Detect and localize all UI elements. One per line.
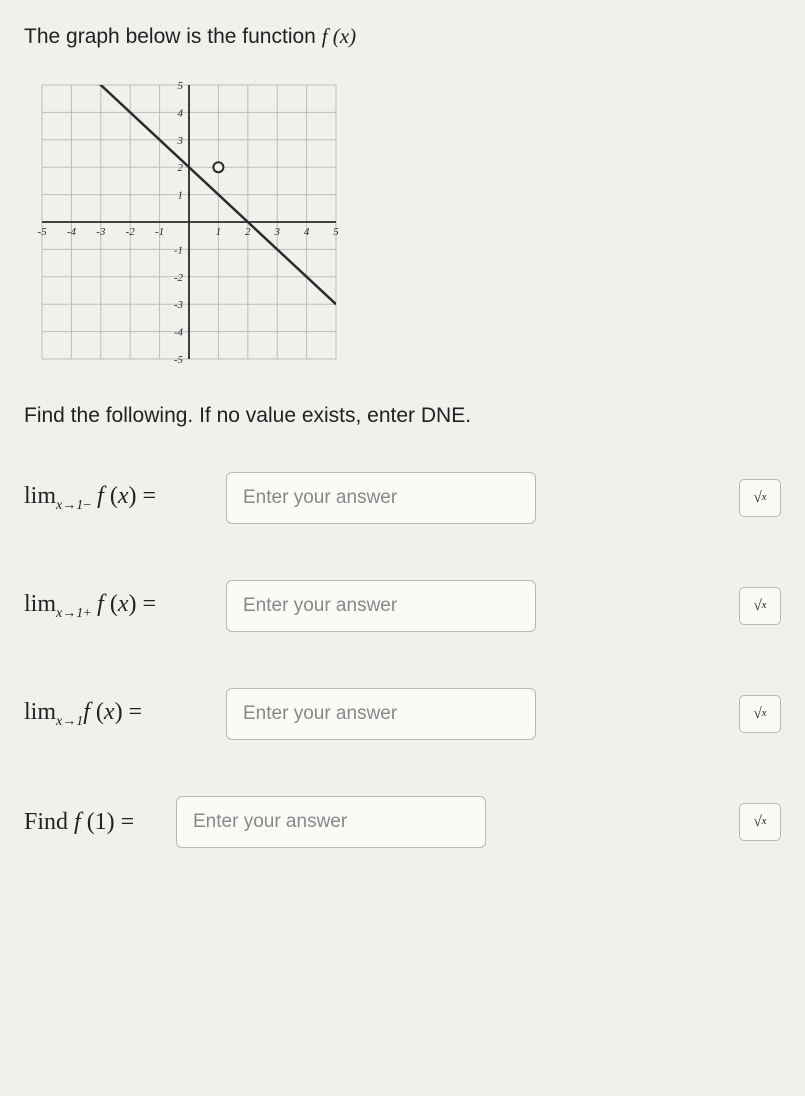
question-row-2: limx→1+ f (x) = √x (24, 580, 781, 632)
sqrt-button-3[interactable]: √x (739, 695, 781, 733)
svg-text:-4: -4 (67, 226, 77, 238)
svg-text:-3: -3 (174, 299, 184, 311)
svg-text:3: 3 (273, 226, 280, 238)
svg-text:1: 1 (216, 226, 222, 238)
sqrt-icon: √ (753, 814, 761, 831)
sqrt-sub: x (762, 599, 767, 611)
svg-text:-4: -4 (174, 327, 184, 339)
answer-input-1[interactable] (226, 472, 536, 524)
limit-right-label: limx→1+ f (x) = (24, 591, 214, 622)
sqrt-icon: √ (753, 490, 761, 507)
prompt-pre: The graph below is the function (24, 25, 322, 48)
question-row-3: limx→1f (x) = √x (24, 688, 781, 740)
question-row-1: limx→1− f (x) = √x (24, 472, 781, 524)
svg-text:4: 4 (304, 226, 310, 238)
prompt: The graph below is the function f (x) (24, 24, 781, 49)
sqrt-sub: x (762, 815, 767, 827)
sqrt-button-1[interactable]: √x (739, 479, 781, 517)
answer-input-3[interactable] (226, 688, 536, 740)
f-of-1-label: Find f (1) = (24, 809, 164, 836)
svg-text:2: 2 (245, 226, 251, 238)
instruction: Find the following. If no value exists, … (24, 404, 781, 428)
svg-text:-5: -5 (37, 226, 47, 238)
svg-text:-1: -1 (174, 244, 183, 256)
sqrt-sub: x (762, 491, 767, 503)
question-row-4: Find f (1) = √x (24, 796, 781, 848)
svg-text:2: 2 (178, 162, 184, 174)
prompt-fn: f (x) (322, 24, 356, 48)
svg-text:4: 4 (178, 107, 184, 119)
svg-text:-3: -3 (96, 226, 106, 238)
svg-text:-2: -2 (126, 226, 136, 238)
svg-text:5: 5 (178, 80, 184, 92)
svg-text:-2: -2 (174, 272, 184, 284)
graph-svg: -5 -4 -3 -2 -1 1 2 3 4 5 -5 -4 -3 -2 -1 1 2 3 4 5 (24, 67, 354, 377)
answer-input-4[interactable] (176, 796, 486, 848)
svg-text:5: 5 (333, 226, 339, 238)
svg-text:3: 3 (177, 135, 184, 147)
svg-text:-1: -1 (155, 226, 164, 238)
limit-label: limx→1f (x) = (24, 699, 214, 730)
sqrt-button-2[interactable]: √x (739, 587, 781, 625)
sqrt-icon: √ (753, 706, 761, 723)
svg-text:-5: -5 (174, 354, 184, 366)
limit-left-label: limx→1− f (x) = (24, 483, 214, 514)
svg-text:1: 1 (178, 190, 184, 202)
sqrt-icon: √ (753, 598, 761, 615)
sqrt-sub: x (762, 707, 767, 719)
sqrt-button-4[interactable]: √x (739, 803, 781, 841)
answer-input-2[interactable] (226, 580, 536, 632)
graph: -5 -4 -3 -2 -1 1 2 3 4 5 -5 -4 -3 -2 -1 1 2 3 4 5 (24, 67, 781, 382)
